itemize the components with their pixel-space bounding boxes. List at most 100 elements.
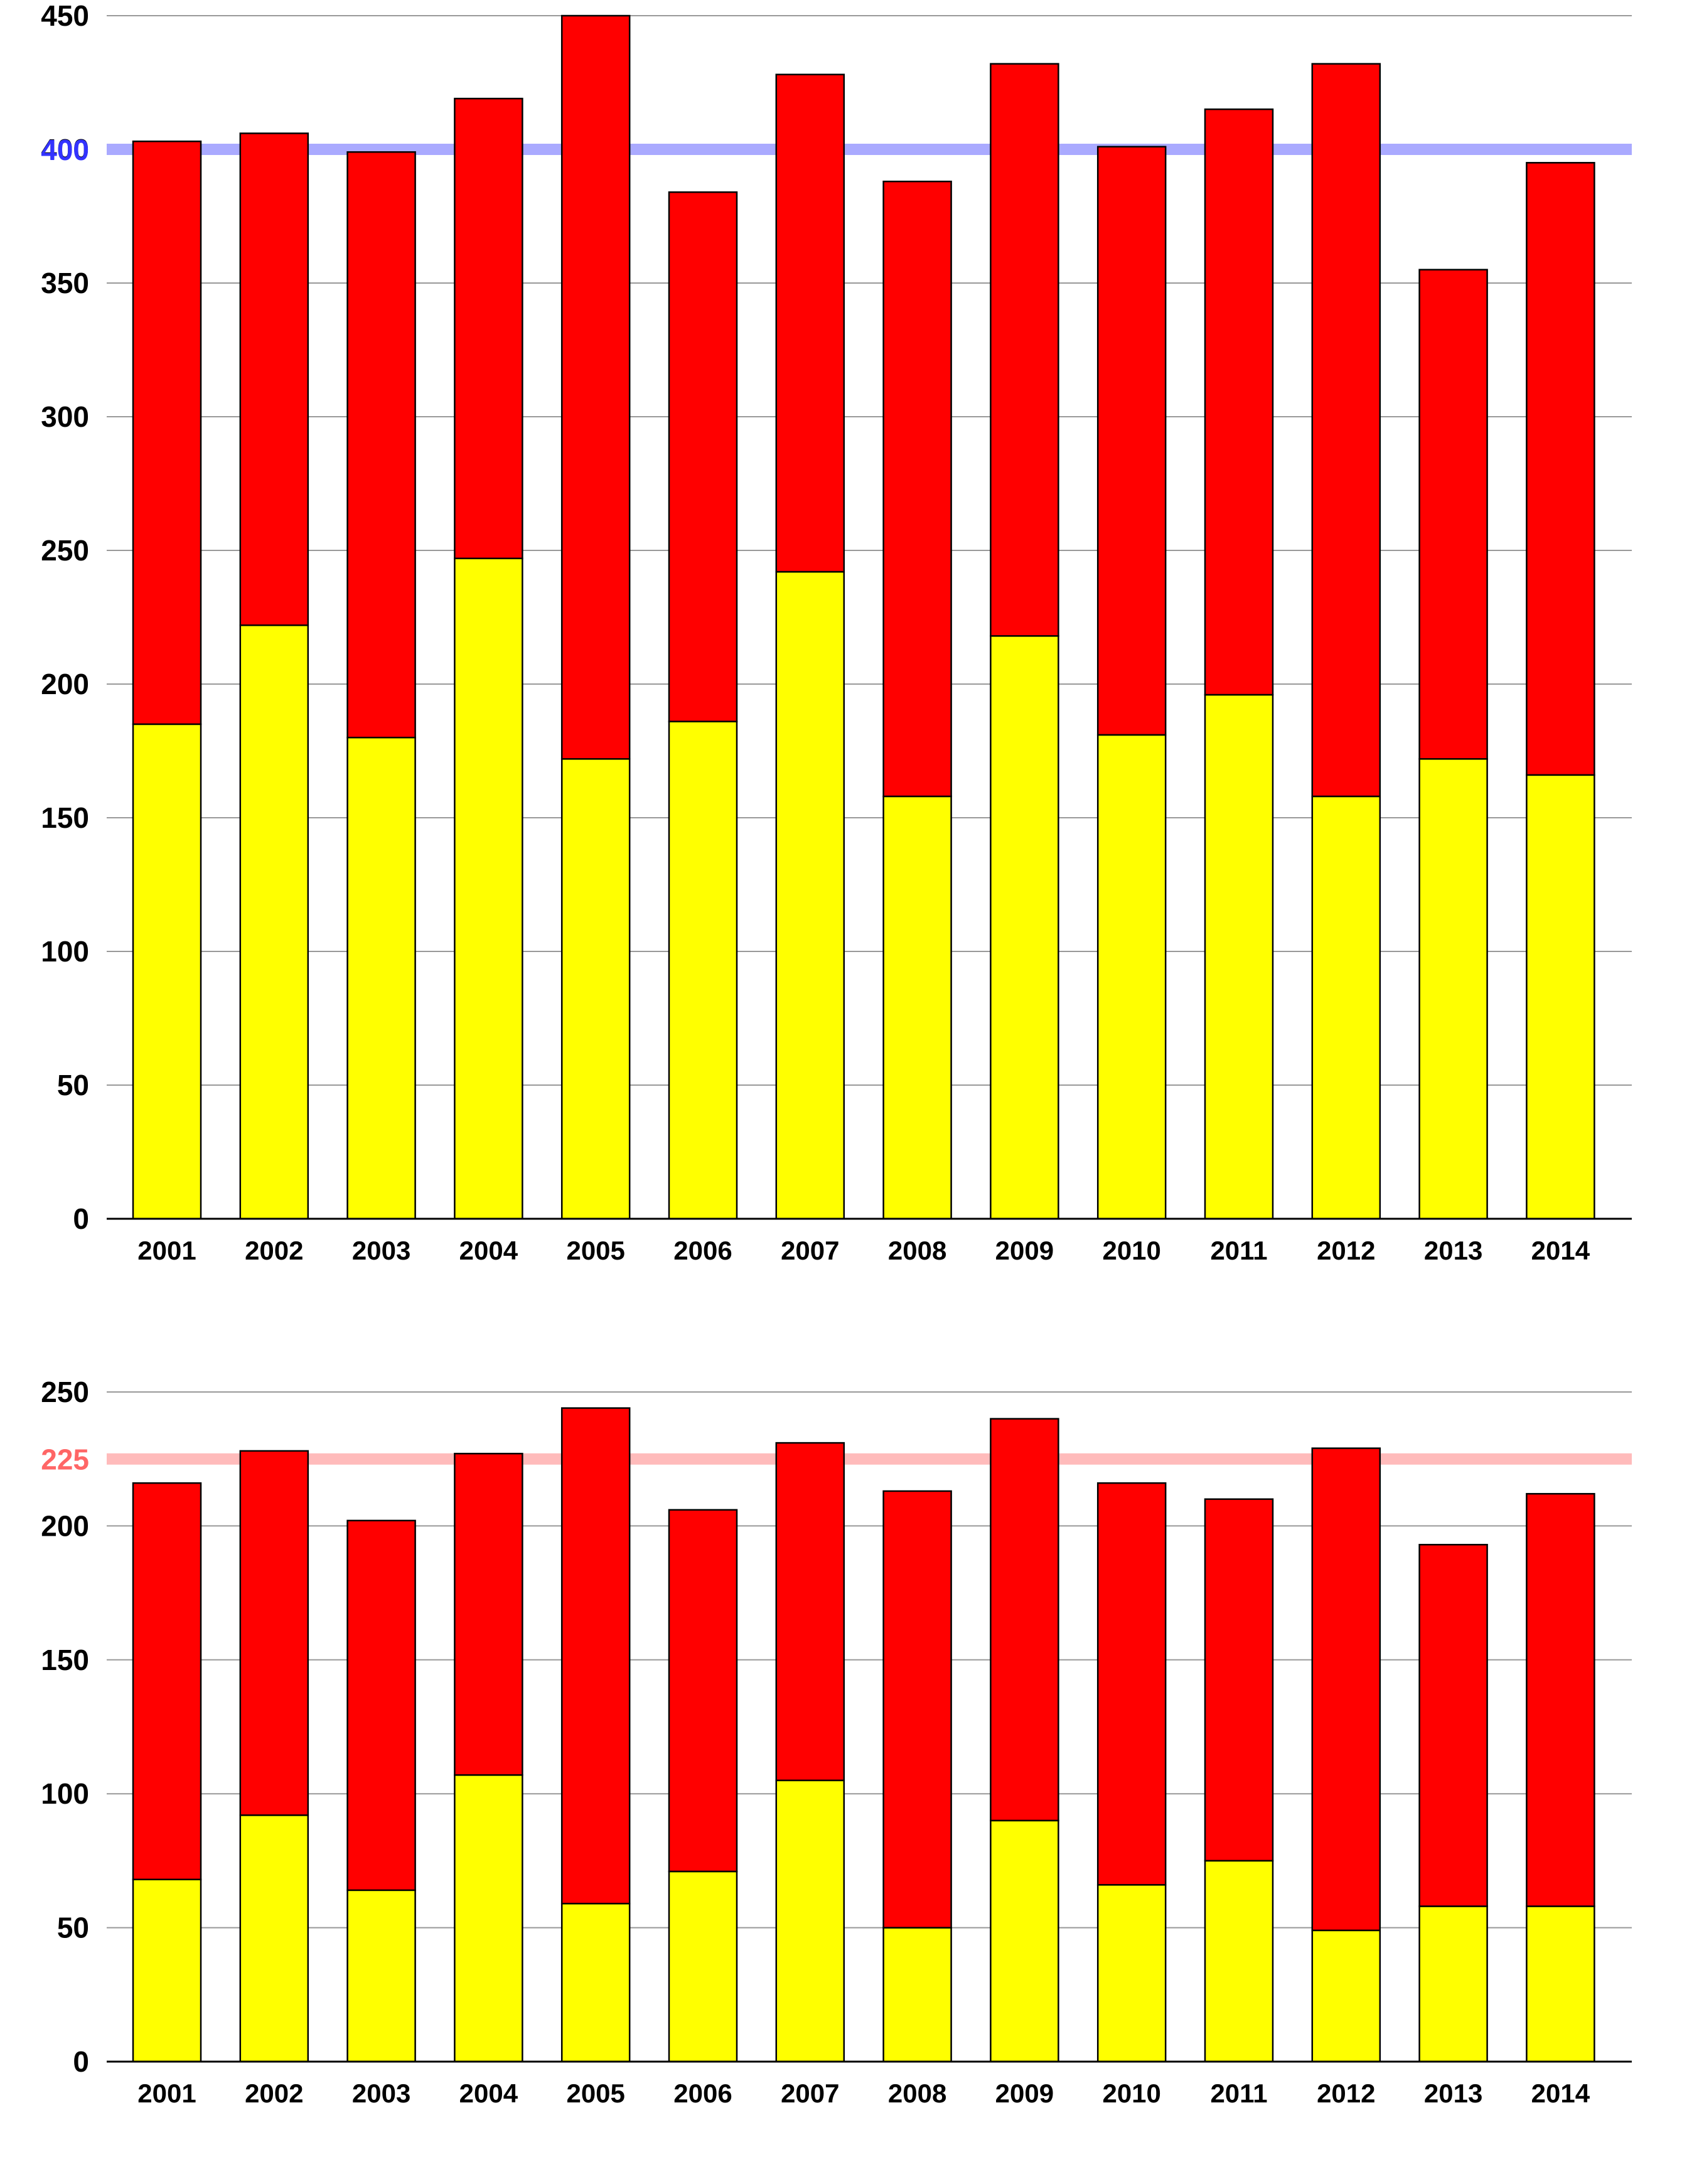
bar-segment xyxy=(668,720,738,1220)
x-tick-label: 2012 xyxy=(1317,1236,1375,1265)
bar-segment xyxy=(1311,63,1381,798)
reference-label: 400 xyxy=(41,134,89,166)
x-tick-label: 2012 xyxy=(1317,2079,1375,2108)
bar-segment xyxy=(990,1418,1059,1822)
bar-segment xyxy=(1526,774,1595,1220)
y-tick-label: 450 xyxy=(41,0,89,32)
bar-segment xyxy=(1526,1492,1595,1907)
x-tick-label: 2005 xyxy=(566,2079,624,2108)
bar-segment xyxy=(454,97,523,560)
bar-segment xyxy=(454,1452,523,1776)
x-tick-label: 2013 xyxy=(1424,1236,1482,1265)
bar-segment xyxy=(775,73,845,573)
x-tick-label: 2014 xyxy=(1531,1236,1590,1265)
chart-1: 0 50 100 150 200 250 300 350 400 450 2001 2002 2003 2… xyxy=(41,0,1632,1265)
bar-segment xyxy=(1311,795,1381,1220)
y-tick-label: 250 xyxy=(41,1376,89,1408)
bar-segment xyxy=(775,1779,845,2063)
bar-segment xyxy=(1418,1544,1488,1907)
y-tick-label: 150 xyxy=(41,1644,89,1676)
chart-2: 0 50 100 150 200 250 2001 2002 2003 2004 2005 2006 2… xyxy=(41,1376,1632,2108)
x-tick-label: 2007 xyxy=(781,2079,839,2108)
bar-segment xyxy=(560,14,631,760)
bar-segment xyxy=(1204,1498,1274,1862)
x-tick-label: 2013 xyxy=(1424,2079,1482,2108)
bar-segment xyxy=(775,1442,845,1782)
bar-segment xyxy=(1418,758,1488,1220)
y-tick-label: 0 xyxy=(73,1202,89,1235)
bar-segment xyxy=(668,191,738,722)
bar-segment xyxy=(882,1927,952,2063)
y-tick-label: 50 xyxy=(57,1912,89,1944)
y-tick-label: 50 xyxy=(57,1069,89,1101)
bar-segment xyxy=(346,1519,416,1892)
bar-segment xyxy=(1096,1884,1167,2063)
bar-segment xyxy=(1204,1860,1274,2063)
x-tick-label: 2002 xyxy=(245,2079,303,2108)
bar-segment xyxy=(882,180,952,798)
x-tick-label: 2006 xyxy=(673,1236,732,1265)
x-tick-label: 2005 xyxy=(566,1236,624,1265)
bar-segment xyxy=(239,132,309,626)
y-tick-label: 350 xyxy=(41,267,89,299)
bar-segment xyxy=(560,1407,631,1905)
bar-segment xyxy=(990,635,1059,1220)
y-tick-label: 100 xyxy=(41,935,89,968)
x-tick-label: 2002 xyxy=(245,1236,303,1265)
bar-segment xyxy=(990,63,1059,637)
x-tick-label: 2001 xyxy=(137,2079,196,2108)
bar-segment xyxy=(775,570,845,1220)
bar-segment xyxy=(239,1450,309,1816)
x-tick-label: 2011 xyxy=(1210,2079,1267,2108)
x-tick-label: 2009 xyxy=(995,1236,1054,1265)
bar-segment xyxy=(132,1878,202,2063)
bar-segment xyxy=(454,1774,523,2063)
x-tick-label: 2011 xyxy=(1210,1236,1267,1265)
bar-segment xyxy=(1311,1929,1381,2063)
bar-segment xyxy=(560,758,631,1220)
x-tick-label: 2010 xyxy=(1102,2079,1160,2108)
x-tick-label: 2008 xyxy=(888,1236,946,1265)
bar-segment xyxy=(1418,1905,1488,2063)
bar-segment xyxy=(1096,734,1167,1220)
y-tick-label: 200 xyxy=(41,1509,89,1542)
bar-segment xyxy=(882,1490,952,1929)
bar-segment xyxy=(1311,1447,1381,1932)
x-tick-label: 2006 xyxy=(673,2079,732,2108)
bar-segment xyxy=(132,723,202,1220)
y-tick-label: 400 xyxy=(41,133,89,166)
bar-segment xyxy=(1418,269,1488,760)
bar-segment xyxy=(990,1819,1059,2063)
bar-segment xyxy=(1526,1905,1595,2063)
bar-segment xyxy=(1526,162,1595,776)
y-tick-label: 0 xyxy=(73,2045,89,2078)
y-tick-label: 200 xyxy=(41,668,89,700)
bar-segment xyxy=(1204,108,1274,696)
bar-segment xyxy=(1096,146,1167,736)
bar-segment xyxy=(346,1889,416,2063)
x-tick-label: 2008 xyxy=(888,2079,946,2108)
x-tick-label: 2014 xyxy=(1531,2079,1590,2108)
bar-segment xyxy=(1096,1482,1167,1886)
bar-segment xyxy=(668,1870,738,2063)
bar-segment xyxy=(346,736,416,1220)
bar-segment xyxy=(346,151,416,739)
bar-segment xyxy=(132,140,202,725)
x-tick-label: 2004 xyxy=(459,2079,518,2108)
bar-segment xyxy=(132,1482,202,1881)
y-tick-label: 100 xyxy=(41,1777,89,1810)
y-tick-label: 300 xyxy=(41,400,89,433)
bar-segment xyxy=(1204,693,1274,1220)
bar-segment xyxy=(454,557,523,1220)
x-tick-label: 2009 xyxy=(995,2079,1054,2108)
x-tick-label: 2001 xyxy=(137,1236,196,1265)
bar-segment xyxy=(239,624,309,1220)
x-tick-label: 2003 xyxy=(352,2079,410,2108)
bar-segment xyxy=(239,1814,309,2063)
y-tick-label: 150 xyxy=(41,801,89,834)
x-tick-label: 2003 xyxy=(352,1236,410,1265)
reference-label: 225 xyxy=(41,1443,89,1476)
bar-segment xyxy=(560,1902,631,2063)
x-tick-label: 2010 xyxy=(1102,1236,1160,1265)
